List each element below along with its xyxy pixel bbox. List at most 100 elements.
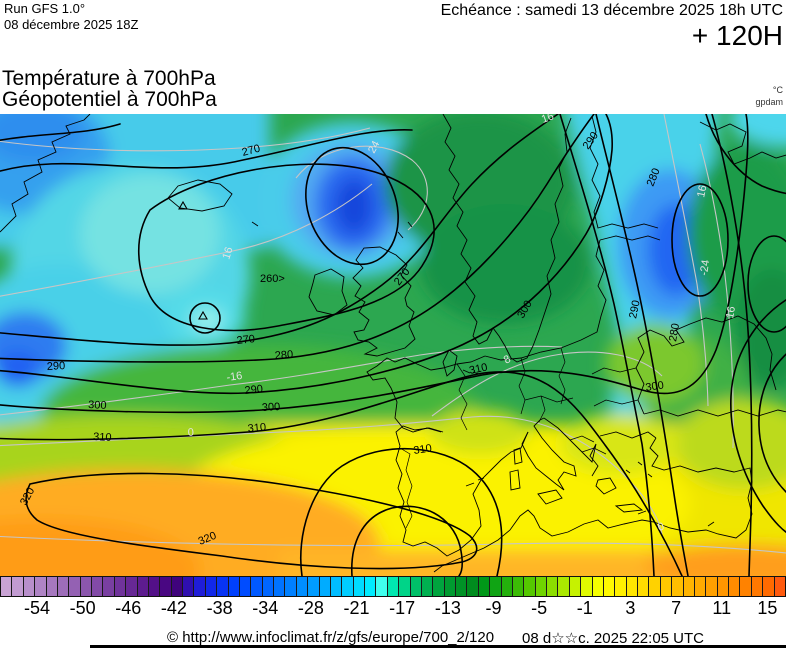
contour-label: 310 xyxy=(468,361,488,377)
colorbar-cell xyxy=(217,577,229,596)
copyright-url: © http://www.infoclimat.fr/z/gfs/europe/… xyxy=(167,629,495,646)
colorbar-tick-label: -54 xyxy=(23,598,51,618)
contour-label: 24 xyxy=(366,139,382,155)
colorbar-cell xyxy=(148,577,161,596)
contour-label: 280 xyxy=(667,322,682,342)
colorbar-cell xyxy=(308,577,320,596)
generation-datetime: 08 d☆☆c. 2025 22:05 UTC xyxy=(522,630,704,647)
colorbar-cell xyxy=(649,577,661,596)
run-date-label: 08 décembre 2025 18Z xyxy=(4,17,139,32)
colorbar-cell xyxy=(569,577,582,596)
colorbar-cell xyxy=(433,577,445,596)
colorbar-cell xyxy=(46,577,58,596)
colorbar-cell xyxy=(35,577,47,596)
colorbar-tick-label: -34 xyxy=(252,598,279,618)
colorbar-cell xyxy=(1,577,13,596)
contour-label: 260> xyxy=(260,273,285,285)
unit-label-gpdam: gpdam xyxy=(755,97,783,107)
colorbar-tick-label: -38 xyxy=(206,598,233,618)
colorbar-cell xyxy=(490,577,502,596)
colorbar-cell xyxy=(160,577,172,596)
unit-label-celsius: °C xyxy=(772,85,783,95)
colorbar-cell xyxy=(103,577,115,596)
colorbar-tick-label: -17 xyxy=(389,598,416,618)
colorbar-cell xyxy=(729,577,741,596)
colorbar-cell xyxy=(57,577,70,596)
colorbar-cell xyxy=(592,577,604,596)
run-model-label: Run GFS 1.0° xyxy=(4,1,86,16)
colorbar-tick-label: -42 xyxy=(160,598,187,618)
geopotential-contours xyxy=(0,114,786,576)
colorbar-cell xyxy=(558,577,570,596)
colorbar-cell xyxy=(717,577,729,596)
colorbar-cell xyxy=(387,577,400,596)
colorbar-cell xyxy=(12,577,24,596)
colorbar-cell xyxy=(262,577,274,596)
colorbar-cell xyxy=(421,577,434,596)
colorbar-cell xyxy=(342,577,354,596)
contour-label: -16 xyxy=(226,370,243,384)
colorbar-cell xyxy=(285,577,297,596)
colorbar-cell xyxy=(581,577,593,596)
colorbar-cell xyxy=(353,577,365,596)
contour-label: 16 xyxy=(724,305,738,319)
colorbar-cell xyxy=(660,577,673,596)
colorbar-cell xyxy=(478,577,491,596)
colorbar-cell xyxy=(444,577,456,596)
colorbar-cell xyxy=(535,577,547,596)
bottom-bar xyxy=(90,645,786,648)
colorbar-cell xyxy=(80,577,92,596)
colorbar-cell xyxy=(69,577,81,596)
colorbar-cell xyxy=(774,577,785,596)
contour-label: 290 xyxy=(244,383,264,397)
colorbar-cell xyxy=(672,577,684,596)
colorbar-tick-label: 15 xyxy=(757,598,778,618)
contour-label: 16 xyxy=(695,184,709,198)
colorbar-tick-label: -5 xyxy=(531,598,548,618)
forecast-hour-label: + 120H xyxy=(691,20,783,51)
colorbar-tick-label: -28 xyxy=(297,598,324,618)
colorbar-cell xyxy=(399,577,411,596)
pressure-center-markers xyxy=(178,200,208,320)
colorbar-cell xyxy=(194,577,206,596)
parameter-title-temperature: Température à 700hPa xyxy=(2,67,216,90)
colorbar-cell xyxy=(330,577,343,596)
contour-label: 300 xyxy=(88,399,107,412)
colorbar-tick-label: -46 xyxy=(115,598,142,618)
colorbar-cell xyxy=(524,577,536,596)
contour-label: 310 xyxy=(93,431,112,444)
contour-label: 290 xyxy=(47,360,66,373)
country-borders xyxy=(399,347,639,529)
colorbar-cell xyxy=(137,577,149,596)
colorbar-cell xyxy=(171,577,183,596)
colorbar-cell xyxy=(512,577,525,596)
colorbar-cell xyxy=(296,577,309,596)
colorbar-cell xyxy=(626,577,638,596)
colorbar-cell xyxy=(251,577,263,596)
coastlines xyxy=(0,114,786,573)
colorbar-cell xyxy=(740,577,752,596)
colorbar-tick-labels: -54 -50 -46 -42 -38 -34 -28 -21 -17 -13 -9 -5 -1 3 7 11… xyxy=(0,598,786,620)
colorbar-tick-label: -21 xyxy=(343,598,370,618)
colorbar-cell xyxy=(751,577,764,596)
contour-label: -24 xyxy=(698,259,712,276)
colorbar-cell xyxy=(376,577,388,596)
valid-time-label: Echéance : samedi 13 décembre 2025 18h U… xyxy=(440,2,783,19)
colorbar-cell xyxy=(694,577,707,596)
colorbar-tick-label: -1 xyxy=(576,598,593,618)
weather-map: 270 260> 270 270 280 280 290 290 290 290 280 300 300… xyxy=(0,114,786,576)
colorbar-tick-label: 3 xyxy=(625,598,636,618)
colorbar-cell xyxy=(763,577,775,596)
colorbar-cell xyxy=(126,577,138,596)
contour-label: 270 xyxy=(241,143,262,159)
colorbar-cell xyxy=(239,577,252,596)
contour-label: 16 xyxy=(540,114,556,126)
colorbar-cell xyxy=(467,577,479,596)
contour-label: 310 xyxy=(413,443,433,457)
colorbar-cell xyxy=(683,577,695,596)
colorbar-cell xyxy=(114,577,127,596)
colorbar-cell xyxy=(410,577,422,596)
colorbar-tick-label: 7 xyxy=(671,598,682,618)
